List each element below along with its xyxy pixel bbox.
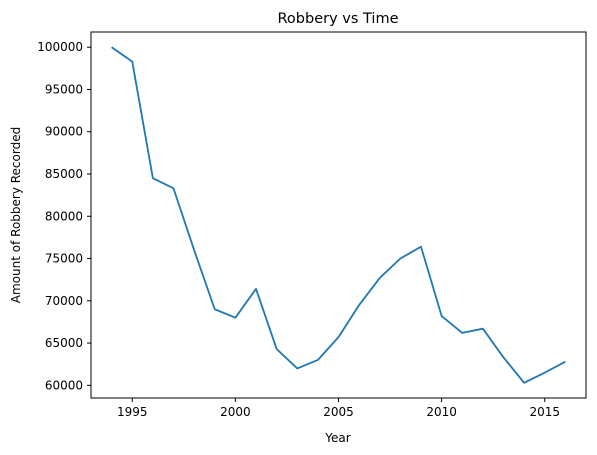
y-tick-label: 100000 [37,40,83,54]
x-tick-label: 1995 [117,405,148,419]
axes-frame [90,31,587,399]
y-tick-label: 60000 [45,378,83,392]
y-axis-ticks: 60000 65000 70000 75000 80000 85000 90000 95000… [37,40,91,392]
x-tick-label: 2000 [220,405,251,419]
y-tick-label: 80000 [45,209,83,223]
y-tick-label: 70000 [45,294,83,308]
x-tick-label: 2010 [426,405,457,419]
x-tick-label: 2005 [323,405,354,419]
y-tick-label: 65000 [45,336,83,350]
y-tick-label: 75000 [45,252,83,266]
y-tick-label: 95000 [45,82,83,96]
y-tick-label: 85000 [45,167,83,181]
series-line [111,46,566,384]
x-axis-ticks: 1995 2000 2005 2010 2015 [117,398,560,419]
x-axis-label: Year [324,431,350,445]
plot-area [111,46,566,384]
y-tick-label: 90000 [45,125,83,139]
chart-title: Robbery vs Time [277,11,398,27]
y-axis-label: Amount of Robbery Recorded [9,127,23,303]
x-tick-label: 2015 [529,405,560,419]
